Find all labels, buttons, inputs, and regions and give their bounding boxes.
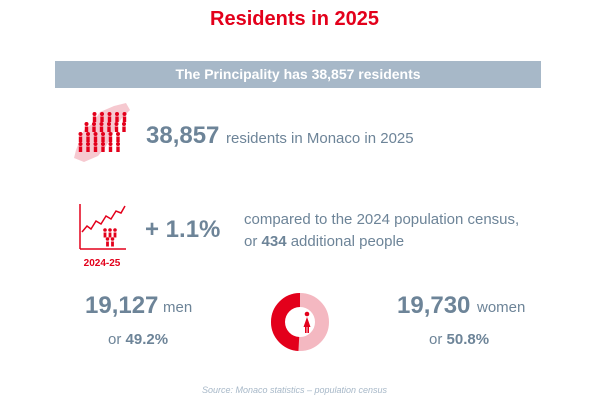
men-percent: 49.2% — [125, 331, 169, 348]
women-percent: 50.8% — [446, 331, 490, 348]
monaco-map-people-icon — [74, 103, 130, 162]
women-percent-prefix: or — [429, 331, 447, 348]
growth-chart-people-icon — [79, 204, 126, 250]
men-percent-prefix: or — [108, 331, 126, 348]
residents-number: 38,857 — [146, 122, 220, 149]
men-percent-line: or 49.2% — [108, 331, 168, 348]
growth-line2-prefix: or — [244, 233, 262, 250]
growth-compare-line2: or 434 additional people — [244, 233, 404, 250]
growth-period: 2024-25 — [83, 258, 121, 269]
source-note: Source: Monaco statistics – population c… — [201, 385, 388, 395]
growth-line2-suffix: additional people — [286, 233, 405, 250]
growth-additional-count: 434 — [261, 233, 287, 250]
men-label: men — [163, 299, 193, 316]
growth-compare-line1: compared to the 2024 population census, — [244, 211, 520, 228]
man-figure-icon — [290, 311, 296, 333]
gender-donut-icon — [271, 293, 329, 351]
page-title: Residents in 2025 — [210, 8, 379, 30]
growth-percent: + 1.1% — [145, 216, 221, 243]
residents-label: residents in Monaco in 2025 — [226, 130, 414, 147]
women-label: women — [477, 299, 526, 316]
men-number: 19,127 — [85, 292, 159, 319]
summary-banner: The Principality has 38,857 residents — [55, 61, 541, 88]
woman-figure-icon — [303, 311, 311, 333]
women-number: 19,730 — [397, 292, 471, 319]
women-percent-line: or 50.8% — [429, 331, 489, 348]
